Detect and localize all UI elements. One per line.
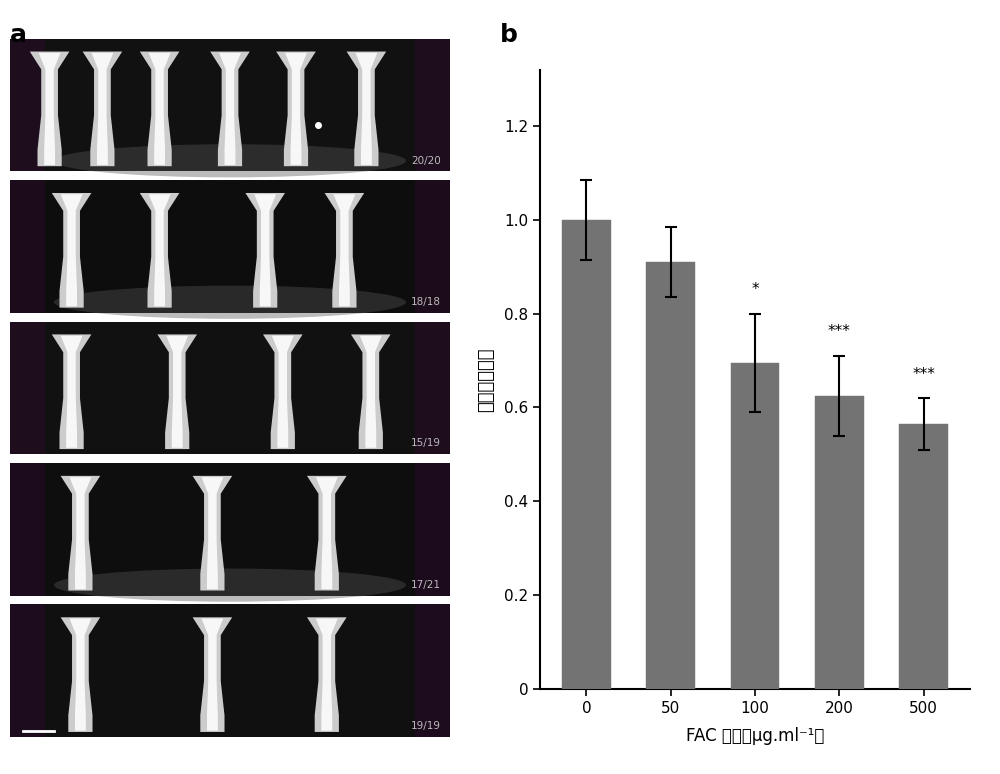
Bar (10, 180, 45, 313)
Bar (10, 321, 450, 454)
Text: 20/20: 20/20 (411, 156, 441, 166)
Text: ***: *** (828, 324, 851, 339)
Bar (415, 180, 450, 313)
Bar (646, 262, 695, 689)
Polygon shape (140, 52, 179, 166)
Polygon shape (272, 336, 294, 448)
Bar (415, 604, 450, 737)
Polygon shape (70, 618, 91, 731)
Ellipse shape (54, 286, 406, 319)
Polygon shape (193, 476, 232, 591)
Text: ***: *** (912, 367, 935, 382)
Bar (10, 180, 450, 313)
Bar (10, 463, 450, 596)
Polygon shape (149, 194, 170, 307)
Polygon shape (325, 193, 364, 307)
Polygon shape (316, 477, 338, 589)
Polygon shape (219, 53, 241, 165)
Polygon shape (334, 194, 355, 307)
Polygon shape (202, 618, 223, 731)
Polygon shape (307, 476, 347, 591)
Bar (10, 604, 45, 737)
Text: 18/18: 18/18 (411, 297, 441, 307)
Bar (731, 363, 779, 689)
Polygon shape (202, 477, 223, 589)
Polygon shape (307, 618, 347, 732)
Polygon shape (254, 194, 276, 307)
Polygon shape (61, 194, 82, 307)
Bar (10, 604, 450, 737)
Polygon shape (70, 477, 91, 589)
Polygon shape (39, 53, 60, 165)
Polygon shape (356, 53, 377, 165)
Polygon shape (276, 52, 316, 166)
X-axis label: FAC 浓度（μg.ml⁻¹）: FAC 浓度（μg.ml⁻¹） (686, 727, 824, 745)
Bar (10, 321, 45, 454)
Polygon shape (285, 53, 307, 165)
Polygon shape (347, 52, 386, 166)
Polygon shape (61, 476, 100, 591)
Bar (415, 39, 450, 171)
Polygon shape (351, 334, 391, 449)
Y-axis label: 相对荧光强度: 相对荧光强度 (478, 347, 496, 412)
Text: b: b (500, 23, 518, 47)
Bar (899, 424, 948, 689)
Bar (562, 220, 611, 689)
Bar (10, 39, 450, 171)
Polygon shape (83, 52, 122, 166)
Polygon shape (316, 618, 338, 731)
Polygon shape (245, 193, 285, 307)
Text: 19/19: 19/19 (411, 721, 441, 731)
Polygon shape (52, 334, 91, 449)
Polygon shape (140, 193, 179, 307)
Polygon shape (30, 52, 69, 166)
Polygon shape (61, 618, 100, 732)
Ellipse shape (54, 569, 406, 601)
Polygon shape (149, 53, 170, 165)
Bar (815, 396, 864, 689)
Polygon shape (157, 334, 197, 449)
Bar (10, 463, 45, 596)
Polygon shape (61, 336, 82, 448)
Bar (415, 463, 450, 596)
Polygon shape (263, 334, 303, 449)
Polygon shape (52, 193, 91, 307)
Bar (10, 39, 45, 171)
Polygon shape (92, 53, 113, 165)
Ellipse shape (54, 144, 406, 177)
Text: 15/19: 15/19 (411, 438, 441, 448)
Text: *: * (751, 283, 759, 297)
Text: 17/21: 17/21 (411, 580, 441, 590)
Polygon shape (193, 618, 232, 732)
Polygon shape (210, 52, 250, 166)
Text: a: a (10, 23, 27, 47)
Polygon shape (166, 336, 188, 448)
Bar (415, 321, 450, 454)
Polygon shape (360, 336, 382, 448)
